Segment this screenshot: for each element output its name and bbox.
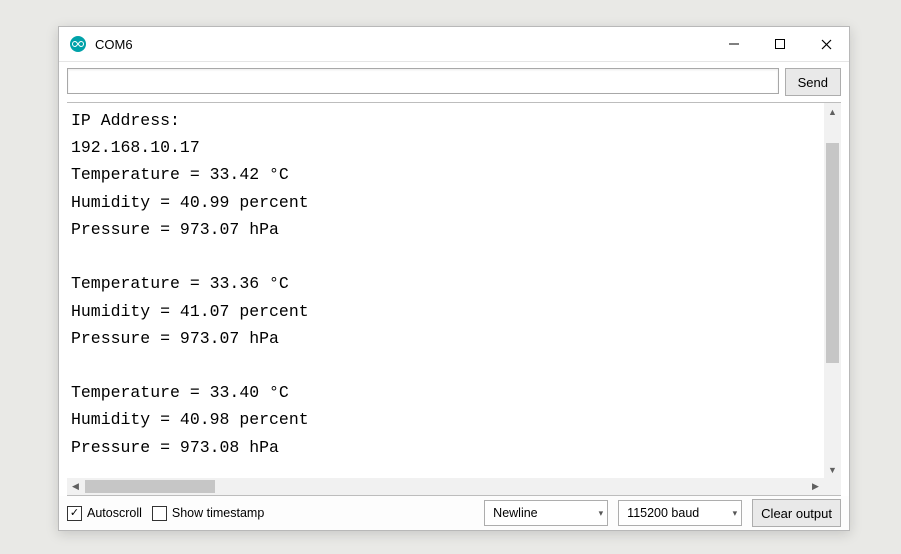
baud-rate-value: 115200 baud bbox=[627, 506, 699, 520]
clear-output-button[interactable]: Clear output bbox=[752, 499, 841, 527]
autoscroll-checkbox[interactable]: Autoscroll bbox=[67, 506, 142, 521]
serial-monitor-window: COM6 Send IP Address: 192.168.10.17 Temp… bbox=[58, 26, 850, 531]
arduino-icon bbox=[69, 35, 87, 53]
baud-rate-select[interactable]: 115200 baud ▾ bbox=[618, 500, 742, 526]
horizontal-scrollbar[interactable]: ◀ ▶ bbox=[67, 478, 824, 495]
close-button[interactable] bbox=[803, 27, 849, 61]
console-output: IP Address: 192.168.10.17 Temperature = … bbox=[67, 103, 824, 478]
line-ending-value: Newline bbox=[493, 506, 537, 520]
horizontal-scrollbar-thumb[interactable] bbox=[85, 480, 215, 493]
titlebar: COM6 bbox=[59, 27, 849, 62]
send-row: Send bbox=[59, 62, 849, 102]
scroll-left-arrow-icon[interactable]: ◀ bbox=[67, 478, 84, 495]
footer-bar: Autoscroll Show timestamp Newline ▾ 1152… bbox=[59, 496, 849, 530]
minimize-button[interactable] bbox=[711, 27, 757, 61]
maximize-button[interactable] bbox=[757, 27, 803, 61]
autoscroll-label: Autoscroll bbox=[87, 506, 142, 520]
chevron-down-icon: ▾ bbox=[733, 508, 738, 519]
vertical-scrollbar[interactable]: ▲ ▼ bbox=[824, 103, 841, 478]
window-title: COM6 bbox=[95, 37, 711, 52]
send-button[interactable]: Send bbox=[785, 68, 841, 96]
console-area: IP Address: 192.168.10.17 Temperature = … bbox=[67, 102, 841, 496]
scroll-right-arrow-icon[interactable]: ▶ bbox=[807, 478, 824, 495]
vertical-scrollbar-thumb[interactable] bbox=[826, 143, 839, 363]
timestamp-checkbox-box[interactable] bbox=[152, 506, 167, 521]
scroll-corner bbox=[824, 478, 841, 495]
scroll-down-arrow-icon[interactable]: ▼ bbox=[824, 461, 841, 478]
timestamp-label: Show timestamp bbox=[172, 506, 264, 520]
command-input[interactable] bbox=[67, 68, 779, 94]
autoscroll-checkbox-box[interactable] bbox=[67, 506, 82, 521]
window-controls bbox=[711, 27, 849, 61]
chevron-down-icon: ▾ bbox=[599, 508, 604, 519]
line-ending-select[interactable]: Newline ▾ bbox=[484, 500, 608, 526]
scroll-up-arrow-icon[interactable]: ▲ bbox=[824, 103, 841, 120]
timestamp-checkbox[interactable]: Show timestamp bbox=[152, 506, 264, 521]
